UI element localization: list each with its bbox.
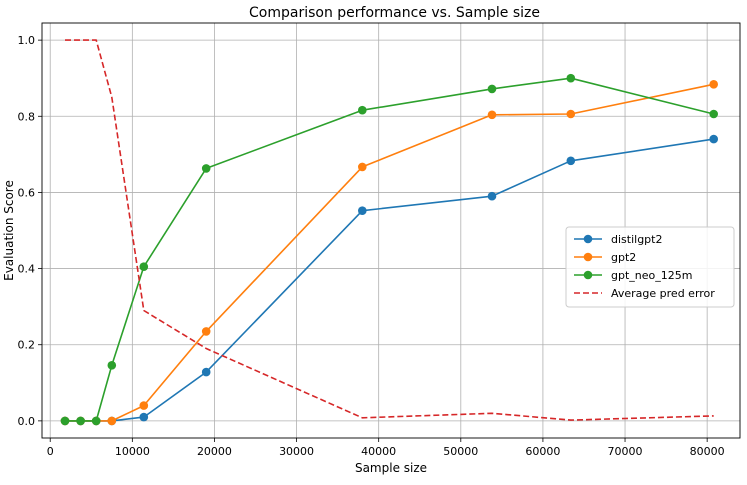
legend-label: Average pred error xyxy=(611,287,715,300)
y-tick-label: 0.8 xyxy=(18,110,36,123)
x-axis-label: Sample size xyxy=(355,461,427,475)
data-point xyxy=(60,416,70,426)
data-point xyxy=(139,262,149,272)
legend-marker xyxy=(583,270,593,280)
legend-entry: gpt2 xyxy=(574,251,636,264)
legend-box xyxy=(565,226,735,308)
x-tick-label: 80000 xyxy=(690,445,725,458)
data-point xyxy=(487,191,497,201)
legend-entry: gpt_neo_125m xyxy=(574,269,692,282)
x-tick-label: 30000 xyxy=(279,445,314,458)
chart-title: Comparison performance vs. Sample size xyxy=(249,5,540,21)
legend-label: gpt2 xyxy=(611,251,636,264)
data-point xyxy=(566,109,576,119)
data-point xyxy=(566,156,576,166)
series-3 xyxy=(60,73,718,426)
legend-entry: distilgpt2 xyxy=(574,233,662,246)
y-tick-label: 0.0 xyxy=(18,415,36,428)
x-tick-label: 60000 xyxy=(525,445,560,458)
data-point xyxy=(201,367,211,377)
data-point xyxy=(709,80,718,89)
legend-marker xyxy=(583,234,593,244)
data-point xyxy=(139,401,149,410)
legend-label: distilgpt2 xyxy=(611,233,662,246)
axis-ticks: 0 10000 20000 30000 40000 50000 60000 70000 8000… xyxy=(18,34,725,458)
x-tick-label: 40000 xyxy=(361,445,396,458)
series-4 xyxy=(65,39,714,421)
legend-label: gpt_neo_125m xyxy=(611,269,692,282)
legend: distilgpt2 gpt2 gpt_neo_125m Average pred e… xyxy=(565,226,735,308)
data-point xyxy=(107,416,117,426)
legend-entry: Average pred error xyxy=(574,287,715,300)
series-line xyxy=(65,39,714,421)
y-tick-label: 0.6 xyxy=(18,186,36,199)
data-point xyxy=(139,412,149,422)
data-point xyxy=(566,73,576,83)
series-line xyxy=(65,77,714,422)
data-point xyxy=(201,164,211,173)
y-tick-label: 0.4 xyxy=(18,263,36,276)
y-axis-label: Evaluation Score xyxy=(2,180,16,281)
data-point xyxy=(91,416,101,426)
data-point xyxy=(487,84,497,94)
data-point xyxy=(201,327,211,336)
data-point xyxy=(487,110,497,120)
data-point xyxy=(709,109,718,119)
legend-marker xyxy=(583,252,593,262)
data-point xyxy=(107,361,117,370)
x-tick-label: 0 xyxy=(47,445,54,458)
data-point xyxy=(709,134,718,144)
x-tick-label: 10000 xyxy=(115,445,150,458)
data-point xyxy=(358,206,367,215)
data-point xyxy=(358,105,367,115)
data-point xyxy=(358,162,367,172)
x-tick-label: 50000 xyxy=(443,445,478,458)
x-tick-label: 70000 xyxy=(608,445,643,458)
series-group xyxy=(60,39,718,426)
plot-frame xyxy=(41,22,741,439)
x-tick-label: 20000 xyxy=(197,445,232,458)
y-tick-label: 0.2 xyxy=(18,339,36,352)
y-tick-label: 1.0 xyxy=(18,34,36,47)
data-point xyxy=(76,416,85,426)
